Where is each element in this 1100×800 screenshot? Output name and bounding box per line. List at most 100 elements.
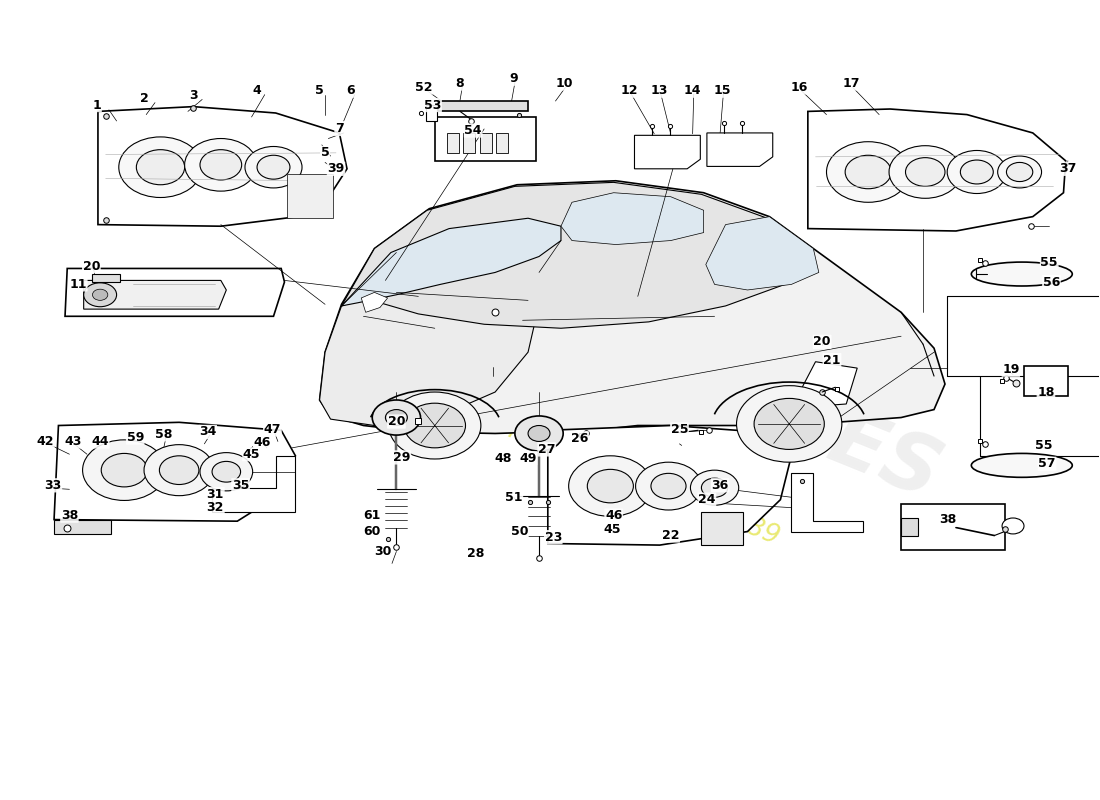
Polygon shape [791,362,857,408]
Text: 38: 38 [60,509,78,522]
Text: 45: 45 [243,448,261,461]
Polygon shape [341,218,561,306]
Circle shape [144,445,214,496]
FancyBboxPatch shape [463,133,475,153]
Polygon shape [212,456,296,512]
Circle shape [515,416,563,451]
Text: 53: 53 [424,98,441,111]
Polygon shape [807,109,1066,231]
Polygon shape [561,193,704,245]
Circle shape [737,386,842,462]
Text: a passion for parts since 1989: a passion for parts since 1989 [405,377,783,550]
Circle shape [755,398,824,450]
Circle shape [947,150,1007,194]
Text: 21: 21 [823,354,840,366]
FancyBboxPatch shape [496,133,508,153]
Text: 51: 51 [505,490,522,504]
Text: 22: 22 [662,529,680,542]
FancyBboxPatch shape [901,504,1005,550]
Text: 3: 3 [189,89,198,102]
Text: 25: 25 [671,423,689,436]
Text: 49: 49 [519,452,537,465]
Polygon shape [65,269,285,316]
Circle shape [889,146,961,198]
Text: 16: 16 [791,81,807,94]
Circle shape [691,470,739,506]
Text: 61: 61 [364,509,381,522]
Text: 33: 33 [44,479,62,492]
Text: 20: 20 [813,335,830,348]
Circle shape [82,440,166,501]
Text: 1: 1 [92,98,101,111]
Text: 60: 60 [364,525,381,538]
Text: 8: 8 [455,77,464,90]
Circle shape [528,426,550,442]
Polygon shape [361,292,387,312]
Circle shape [845,155,891,189]
Circle shape [185,138,257,191]
Text: 12: 12 [620,84,638,97]
Circle shape [651,474,686,499]
Text: 2: 2 [140,92,148,105]
Circle shape [1006,162,1033,182]
Polygon shape [707,133,772,166]
Polygon shape [706,217,818,290]
Circle shape [257,155,290,179]
Circle shape [587,470,634,503]
Polygon shape [98,106,346,226]
Text: 5: 5 [316,84,324,97]
Circle shape [372,400,420,435]
Text: 15: 15 [714,84,732,97]
Text: 43: 43 [64,435,81,448]
Text: 35: 35 [232,479,250,492]
Circle shape [245,146,302,188]
Text: 48: 48 [494,452,512,465]
Circle shape [636,462,702,510]
Text: 5: 5 [321,146,329,159]
Text: 58: 58 [155,428,173,441]
Text: 18: 18 [1037,386,1055,398]
Circle shape [119,137,202,198]
Text: 36: 36 [712,479,728,492]
Polygon shape [320,181,945,434]
Circle shape [160,456,199,485]
Text: 30: 30 [374,545,392,558]
Circle shape [702,478,728,498]
Ellipse shape [971,454,1072,478]
Text: 32: 32 [207,501,224,514]
Text: 46: 46 [254,436,272,449]
Text: 39: 39 [328,162,344,175]
Ellipse shape [971,262,1072,286]
Circle shape [101,454,147,487]
Text: 28: 28 [466,546,484,559]
Circle shape [388,392,481,459]
Text: 31: 31 [207,487,224,501]
Text: 20: 20 [387,415,405,428]
Text: 55: 55 [1035,439,1053,452]
FancyBboxPatch shape [54,519,111,534]
Polygon shape [791,474,862,531]
FancyBboxPatch shape [438,101,528,111]
Text: 56: 56 [1043,275,1060,289]
Polygon shape [320,281,539,426]
Circle shape [212,462,241,482]
FancyBboxPatch shape [480,133,492,153]
Circle shape [84,283,117,306]
Text: 44: 44 [91,435,109,448]
FancyBboxPatch shape [447,133,459,153]
Circle shape [998,156,1042,188]
FancyBboxPatch shape [434,117,536,161]
Text: 54: 54 [464,124,482,137]
Text: 14: 14 [684,84,702,97]
Text: 10: 10 [556,77,573,90]
FancyBboxPatch shape [702,512,744,545]
Circle shape [826,142,910,202]
Polygon shape [341,182,811,328]
Text: 46: 46 [605,509,623,522]
Circle shape [960,160,993,184]
Circle shape [92,289,108,300]
Circle shape [1002,518,1024,534]
Text: 17: 17 [843,77,860,90]
Text: 23: 23 [544,530,562,544]
Text: 6: 6 [346,84,354,97]
